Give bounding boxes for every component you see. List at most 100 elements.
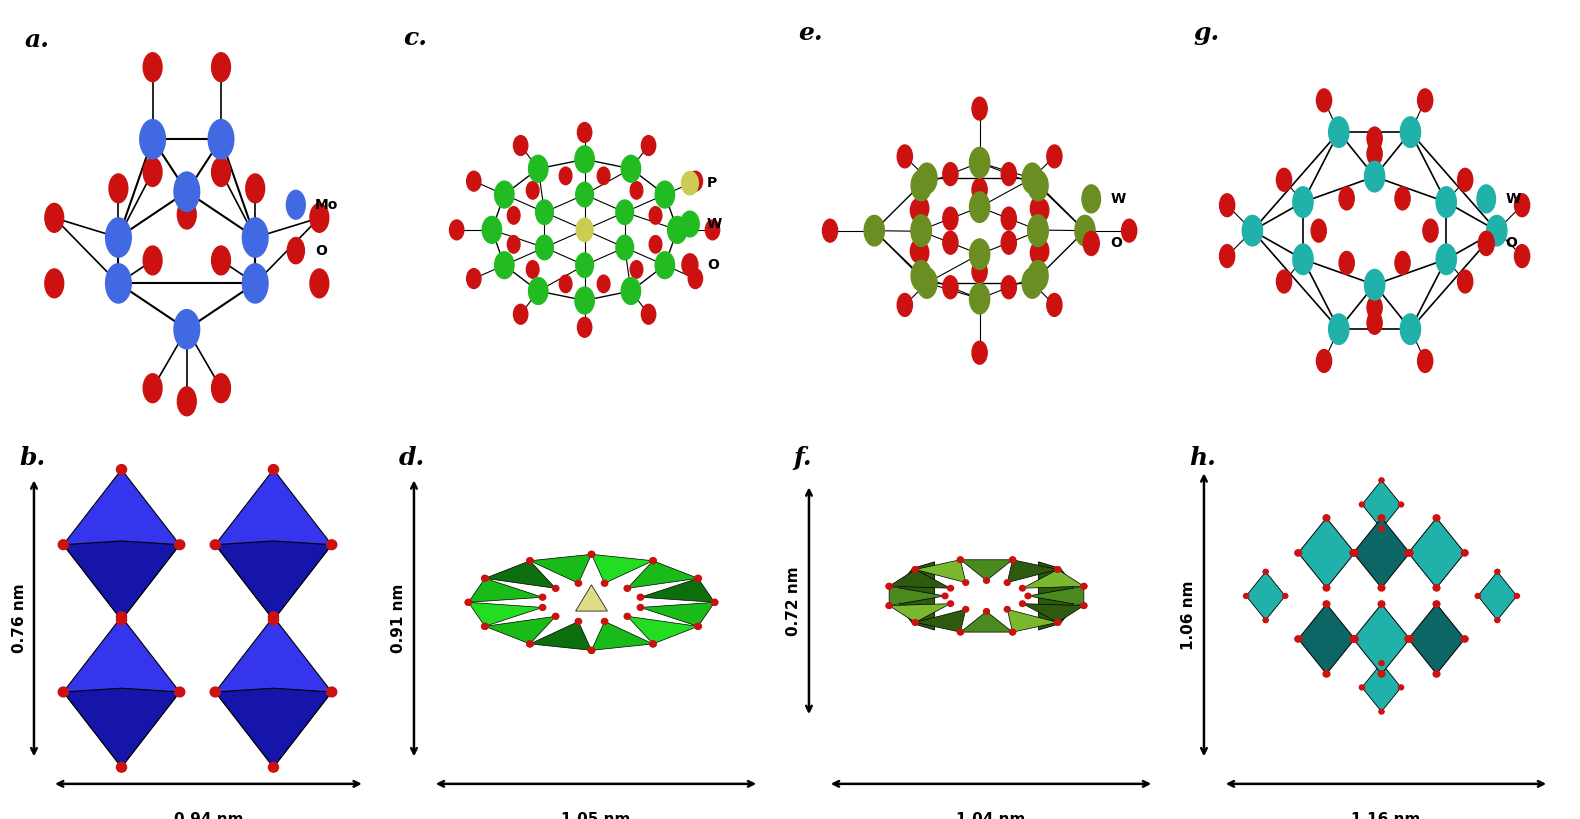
Circle shape [1417,89,1433,112]
Polygon shape [215,617,332,767]
Circle shape [1311,219,1326,242]
Circle shape [1433,585,1439,591]
Circle shape [957,629,964,635]
Circle shape [1406,636,1413,642]
Circle shape [212,246,231,275]
Circle shape [970,192,989,223]
Polygon shape [63,541,180,620]
Circle shape [106,264,131,303]
Circle shape [1220,194,1234,217]
Circle shape [948,601,953,606]
Circle shape [1351,636,1359,642]
Circle shape [1349,550,1357,556]
Polygon shape [1362,663,1401,712]
Circle shape [44,269,63,298]
Circle shape [637,604,643,610]
Circle shape [246,174,264,203]
Circle shape [109,174,128,203]
Polygon shape [529,554,591,583]
Polygon shape [1029,586,1084,605]
Circle shape [1292,244,1313,274]
Circle shape [668,216,687,243]
Circle shape [482,216,501,243]
Circle shape [1029,216,1048,247]
Circle shape [529,156,548,182]
Circle shape [1122,219,1136,242]
Circle shape [1433,671,1439,677]
Polygon shape [1477,572,1517,620]
Circle shape [269,615,278,625]
Circle shape [1424,219,1438,242]
Circle shape [559,275,572,292]
Text: W: W [1506,192,1520,206]
Text: 0.91 nm: 0.91 nm [392,584,406,653]
Circle shape [641,136,656,156]
Text: 0.94 nm: 0.94 nm [174,812,243,819]
Circle shape [310,203,329,233]
Circle shape [1316,89,1332,112]
Circle shape [117,612,126,622]
Circle shape [577,318,592,337]
Polygon shape [627,561,698,588]
Circle shape [912,215,931,245]
Circle shape [466,171,480,191]
Circle shape [1322,601,1330,607]
Polygon shape [468,602,542,627]
Circle shape [1514,594,1520,599]
Circle shape [536,235,553,260]
Circle shape [1048,293,1062,316]
Polygon shape [640,602,714,627]
Polygon shape [1038,562,1074,630]
Circle shape [1495,618,1499,622]
Polygon shape [890,586,945,605]
Text: Mo: Mo [314,197,338,212]
Circle shape [649,236,662,253]
Polygon shape [1006,559,1057,582]
Circle shape [1367,311,1382,334]
Circle shape [553,613,559,619]
Polygon shape [640,578,714,602]
Polygon shape [1352,604,1409,674]
Circle shape [482,576,488,581]
Circle shape [269,464,278,474]
Circle shape [597,275,610,292]
Circle shape [1029,170,1048,201]
Circle shape [957,557,964,563]
Circle shape [1055,567,1060,572]
Polygon shape [529,622,591,650]
Circle shape [465,600,471,605]
Circle shape [1367,127,1382,150]
Polygon shape [485,617,556,644]
Circle shape [1025,593,1032,599]
Circle shape [44,203,63,233]
Circle shape [1365,269,1384,300]
Polygon shape [961,559,1013,581]
Circle shape [1433,601,1439,607]
Circle shape [450,220,465,240]
Polygon shape [575,585,607,611]
Circle shape [1477,185,1496,213]
Circle shape [1081,583,1087,589]
Circle shape [1316,350,1332,373]
Circle shape [649,641,656,647]
Circle shape [681,211,700,237]
Circle shape [916,268,937,298]
Circle shape [269,762,278,772]
Circle shape [1033,199,1049,222]
Circle shape [943,207,957,230]
Circle shape [288,238,305,264]
Circle shape [886,603,893,609]
Circle shape [139,120,166,159]
Circle shape [1019,601,1025,606]
Circle shape [526,260,539,278]
Circle shape [1351,550,1359,556]
Circle shape [1005,607,1010,612]
Polygon shape [1247,572,1285,620]
Circle shape [1398,685,1403,690]
Circle shape [912,260,931,291]
Circle shape [656,181,675,208]
Polygon shape [63,688,180,767]
Text: 1.04 nm: 1.04 nm [956,812,1025,819]
Circle shape [1378,515,1386,521]
Text: c.: c. [403,25,428,50]
